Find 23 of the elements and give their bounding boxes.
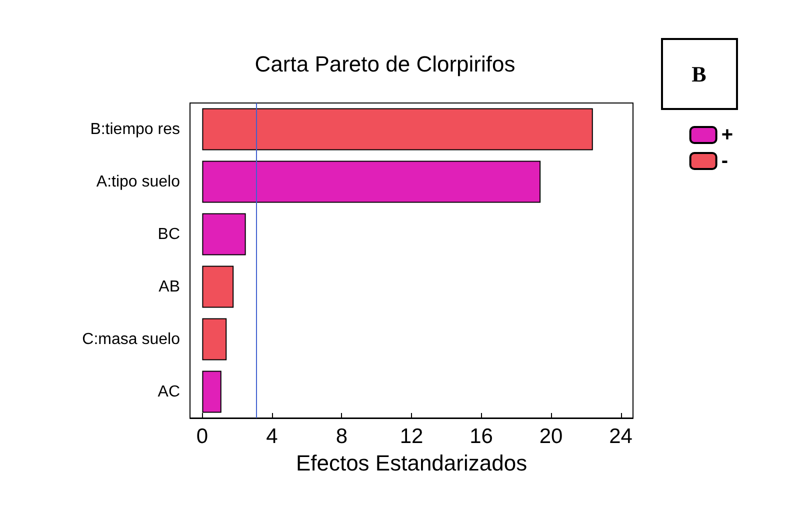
x-tick-label: 16 [470,425,493,448]
x-tick-label: 24 [609,425,633,448]
bar [202,266,234,308]
chart-title: Carta Pareto de Clorpirifos [254,52,516,76]
y-tick-label: BC [158,226,180,243]
legend-label: - [721,150,728,172]
legend-label: + [721,124,734,146]
bar [202,160,541,203]
y-tick-label: AB [158,278,180,296]
bar [202,213,246,256]
x-tick-label: 4 [266,425,278,448]
x-axis-title: Efectos Estandarizados [296,450,528,476]
bar [202,318,227,360]
y-tick-label: A:tipo suelo [96,173,180,190]
text: B [692,62,707,86]
y-tick-label: C:masa suelo [82,330,180,348]
y-tick-label: AC [158,383,180,400]
y-tick-label: B:tiempo res [90,120,180,138]
bar [202,108,593,150]
x-tick-label: 12 [400,425,424,448]
x-tick-label: 0 [196,425,208,448]
x-tick-label: 8 [336,425,348,448]
x-tick-label: 20 [539,425,563,448]
